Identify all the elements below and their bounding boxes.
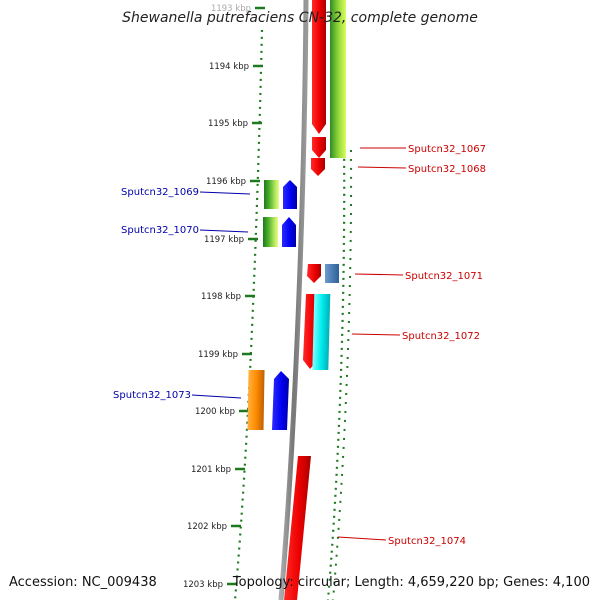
accession-text: Accession: NC_009438 — [9, 575, 157, 590]
map-title: Shewanella putrefaciens CN-32, complete … — [122, 10, 478, 26]
gene-label[interactable]: Sputcn32_1067 — [408, 144, 486, 155]
gene-leader-line — [191, 394, 242, 399]
ruler-label: 1193 kbp — [211, 4, 251, 14]
ruler-label: 1203 kbp — [183, 580, 223, 590]
gene-block[interactable] — [312, 294, 331, 370]
ruler-label: 1196 kbp — [206, 177, 246, 187]
gene-arrow[interactable] — [311, 158, 325, 176]
ruler-label: 1201 kbp — [191, 465, 231, 475]
forward-strand-genes — [284, 0, 346, 600]
gene-block[interactable] — [263, 217, 278, 247]
ruler-label: 1194 kbp — [209, 62, 249, 72]
gene-label[interactable]: Sputcn32_1069 — [121, 187, 199, 198]
ruler-label: 1197 kbp — [204, 235, 244, 245]
genome-summary-text: Topology: circular; Length: 4,659,220 bp… — [232, 575, 590, 590]
ruler-label: 1200 kbp — [195, 407, 235, 417]
gene-arrow[interactable] — [312, 137, 326, 158]
gene-label[interactable]: Sputcn32_1074 — [388, 536, 466, 547]
ruler-label: 1198 kbp — [201, 292, 241, 302]
gene-label[interactable]: Sputcn32_1070 — [121, 225, 199, 236]
gene-leader-line — [354, 273, 404, 276]
gene-leader-line — [337, 536, 387, 541]
gene-leader-line — [357, 166, 407, 169]
gene-block[interactable] — [264, 180, 279, 209]
gene-arrow[interactable] — [283, 180, 297, 209]
gene-arrow[interactable] — [312, 0, 326, 134]
gene-label[interactable]: Sputcn32_1068 — [408, 164, 486, 175]
gene-label[interactable]: Sputcn32_1072 — [402, 331, 480, 342]
reverse-strand-genes — [247, 180, 297, 430]
ruler-label: 1199 kbp — [198, 350, 238, 360]
genome-backbone — [278, 0, 309, 601]
gene-label[interactable]: Sputcn32_1073 — [113, 390, 191, 401]
gene-arrow[interactable] — [284, 456, 311, 600]
ruler-scale: 1193 kbp 1194 kbp 1195 kbp 1196 kbp 1197 kbp… — [183, 4, 265, 590]
ruler-label: 1202 kbp — [187, 522, 227, 532]
gene-arrow[interactable] — [307, 264, 321, 283]
gene-block[interactable] — [247, 370, 265, 430]
gene-block[interactable] — [325, 264, 339, 283]
gene-leader-line — [199, 191, 251, 195]
gene-labels: Sputcn32_1067 Sputcn32_1068 Sputcn32_1069 S… — [113, 144, 486, 547]
inner-guide-track — [233, 29, 264, 601]
gene-arrow[interactable] — [272, 371, 289, 430]
gene-block[interactable] — [330, 0, 346, 158]
gene-arrow[interactable] — [282, 217, 296, 247]
outer-guide-track-2 — [332, 149, 353, 601]
gene-label[interactable]: Sputcn32_1071 — [405, 271, 483, 282]
gene-leader-line — [351, 333, 401, 336]
gene-leader-line — [199, 229, 249, 233]
ruler-label: 1195 kbp — [208, 119, 248, 129]
